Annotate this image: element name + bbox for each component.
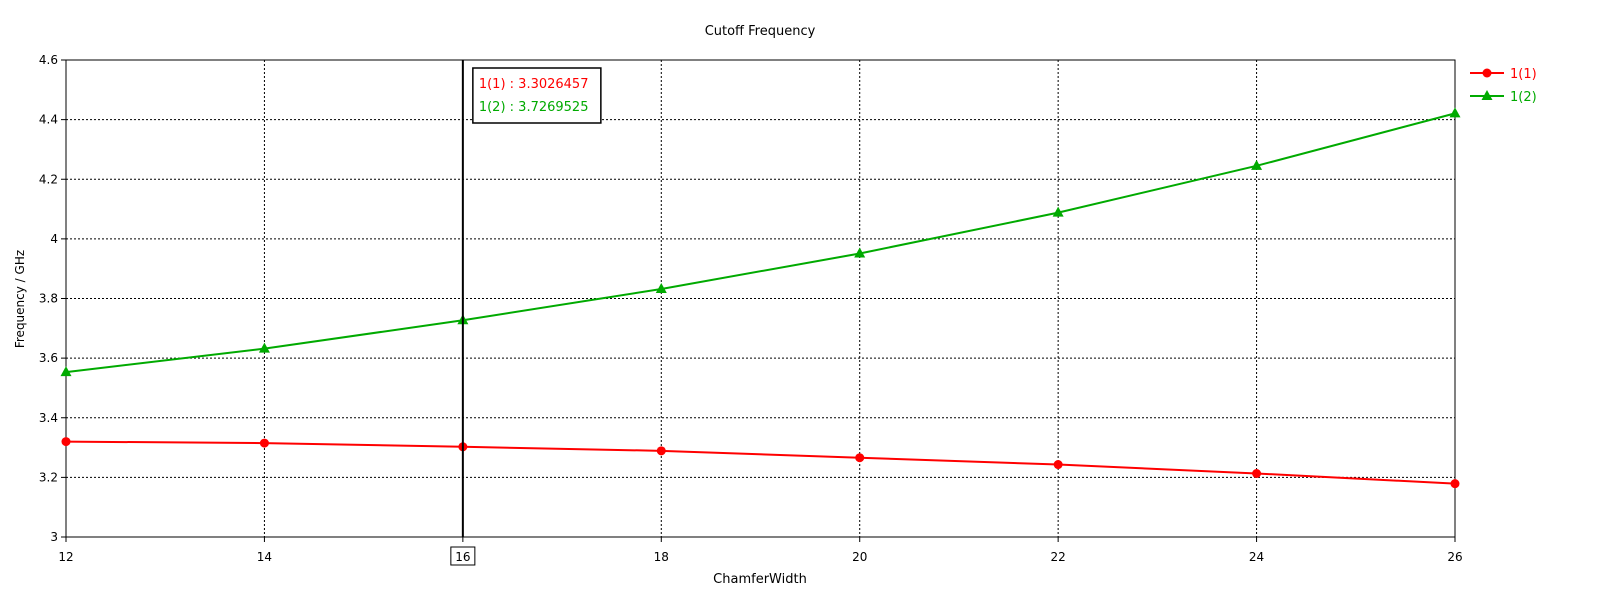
data-point — [1449, 107, 1461, 118]
x-tick-label: 20 — [852, 550, 867, 564]
legend: 1(1) 1(2) — [1470, 67, 1537, 105]
series-layer — [60, 107, 1461, 489]
data-point — [61, 437, 71, 447]
x-axis: 12 14 18 20 22 24 26 — [58, 537, 1463, 564]
y-tick-label: 3.2 — [39, 470, 58, 484]
legend-label: 1(2) — [1510, 90, 1537, 105]
series-line-1 — [65, 440, 1456, 485]
legend-marker — [1481, 90, 1493, 100]
legend-marker — [1482, 68, 1492, 78]
y-axis-label: Frequency / GHz — [13, 250, 27, 348]
y-tick-label: 3.6 — [39, 351, 58, 365]
y-tick-label: 4.2 — [39, 172, 58, 186]
data-point — [655, 282, 667, 293]
data-point — [60, 366, 72, 377]
data-point — [656, 446, 666, 456]
data-point — [1052, 206, 1064, 217]
data-point — [855, 453, 865, 463]
y-tick-label: 3 — [50, 530, 58, 544]
x-tick-label: 14 — [257, 550, 272, 564]
y-tick-label: 3.4 — [39, 411, 58, 425]
cursor-readout-2: 1(2) : 3.7269525 — [479, 100, 589, 115]
x-axis-label: ChamferWidth — [713, 572, 807, 587]
cursor-x-label-box — [450, 546, 476, 566]
x-tick-label: 22 — [1051, 550, 1066, 564]
x-tick-label: 18 — [654, 550, 669, 564]
y-axis: 3 3.2 3.4 3.6 3.8 4 4.2 4.4 4.6 — [39, 53, 66, 544]
cursor[interactable]: 16 1(1) : 3.3026457 1(2) : 3.7269525 — [450, 60, 602, 566]
y-tick-label: 3.8 — [39, 292, 58, 306]
series-line-2 — [65, 112, 1456, 374]
y-tick-label: 4 — [50, 232, 58, 246]
data-point — [1252, 468, 1262, 478]
x-tick-label: 24 — [1249, 550, 1264, 564]
data-point — [258, 342, 270, 353]
chart-title: Cutoff Frequency — [705, 24, 816, 39]
data-point — [259, 438, 269, 448]
x-tick-label: 26 — [1447, 550, 1462, 564]
y-tick-label: 4.4 — [39, 113, 58, 127]
data-point — [1053, 460, 1063, 470]
cursor-x-label: 16 — [455, 550, 470, 564]
x-tick-label: 12 — [58, 550, 73, 564]
legend-label: 1(1) — [1510, 67, 1537, 82]
data-point — [1450, 479, 1460, 489]
cursor-readout-box — [472, 67, 602, 124]
cursor-readout-1: 1(1) : 3.3026457 — [479, 77, 589, 92]
data-point — [1251, 159, 1263, 170]
y-tick-label: 4.6 — [39, 53, 58, 67]
data-point — [854, 247, 866, 258]
